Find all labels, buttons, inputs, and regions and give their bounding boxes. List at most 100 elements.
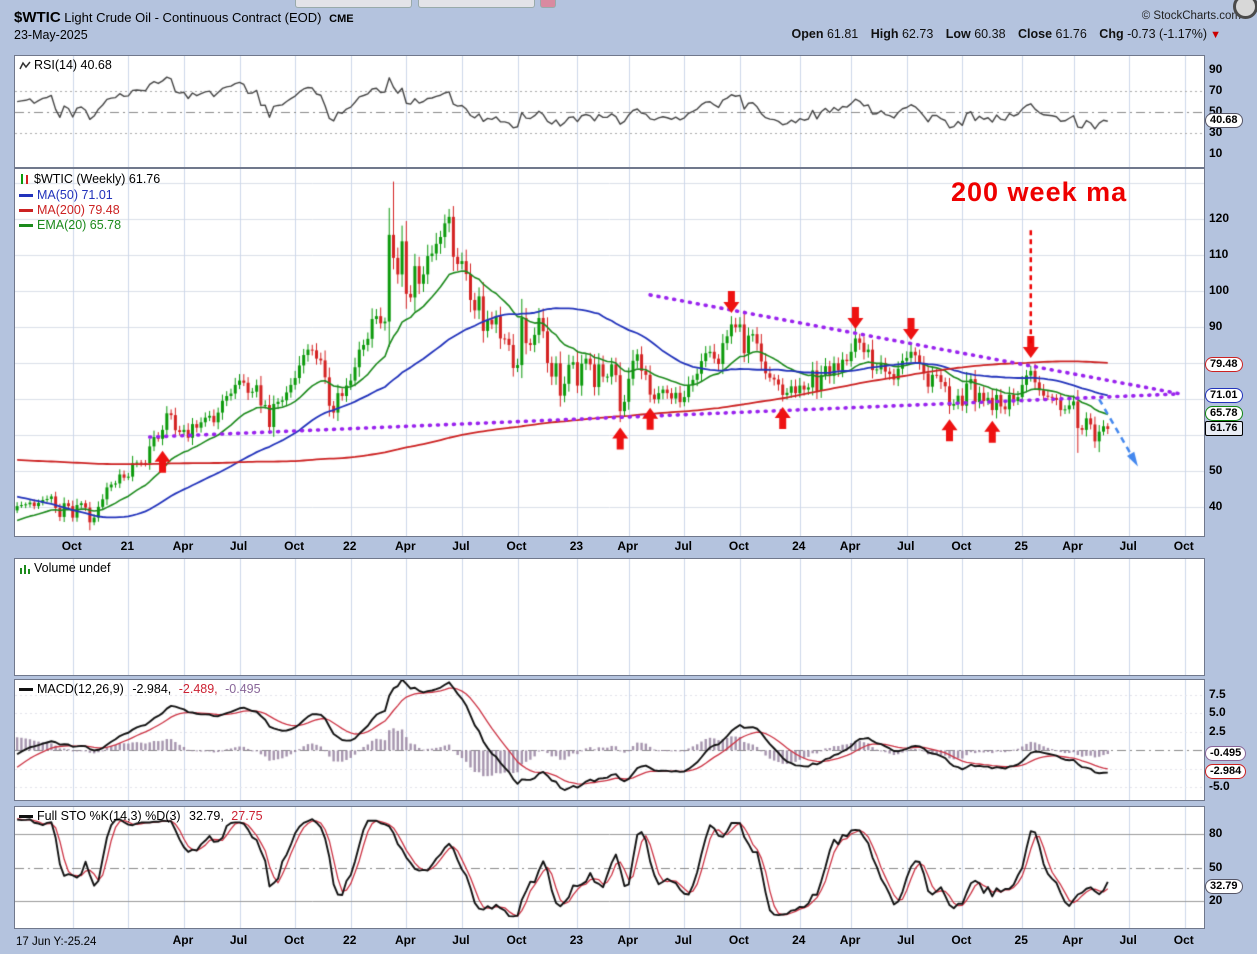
sto-line-icon [19,815,33,819]
x-axis-tick: Jul [897,539,915,553]
rsi-scale-label: 10 [1209,145,1223,160]
price-badge: 61.76 [1205,420,1243,436]
macd-value-3: -0.495 [225,682,261,696]
rsi-plot-canvas[interactable] [15,56,1204,167]
x-axis-tick: Apr [839,539,861,553]
x-axis-tick: Jul [1119,539,1137,553]
ma50-legend-text: MA(50) 71.01 [37,188,113,202]
chg-label: Chg [1099,27,1124,41]
sto-legend-text: Full STO %K(14,3) %D(3) [37,809,181,823]
x-axis-tick-bottom: Apr [839,933,861,947]
low-label: Low [945,27,971,41]
x-axis-tick: 21 [120,539,134,553]
x-axis-tick: 22 [343,539,357,553]
price-panel: $WTIC (Weekly) 61.76 MA(50) 71.01 MA(200… [14,168,1205,537]
volume-bars-icon [19,563,31,578]
ma200-line-icon [19,209,33,213]
sto-badge: 32.79 [1205,878,1243,894]
x-axis-tick-bottom: 23 [569,933,584,947]
macd-scale-label: -5.0 [1209,779,1230,794]
sto-scale-label: 50 [1209,859,1223,874]
macd-scale-label: 2.5 [1209,723,1226,738]
x-axis-tick-bottom: 25 [1014,933,1028,947]
chg-value: -0.73 (-1.17%) [1127,27,1207,41]
stochastics-plot-canvas[interactable] [15,807,1204,928]
x-axis-tick: Apr [1062,539,1083,553]
open-label: Open [791,27,824,41]
close-label: Close [1018,27,1053,41]
rsi-scale-label: 70 [1209,82,1223,97]
macd-scale-label: 5.0 [1209,705,1226,720]
x-axis-tick-bottom: Apr [172,933,194,947]
x-axis-tick: Oct [284,539,305,553]
high-value: 62.73 [901,27,934,41]
change-down-icon: ▼ [1210,29,1221,41]
price-scale-label: 110 [1209,247,1229,262]
ema20-legend: EMA(20) 65.78 [19,218,121,233]
exchange-label: CME [329,13,354,25]
browser-tab-remnant[interactable] [540,0,556,8]
price-plot-canvas[interactable] [15,169,1204,536]
browser-circle-icon[interactable] [1233,0,1257,19]
crosshair-readout: 17 Jun Y:-25.24 [16,936,97,948]
x-axis-tick: Oct [506,539,527,553]
x-axis-tick: Oct [1173,539,1194,553]
x-axis-tick: Jul [674,539,693,553]
macd-value-2: -2.489, [178,682,218,696]
macd-legend-text: MACD(12,26,9) [37,682,124,696]
quote-row: Open 61.81 High 62.73 Low 60.38 Close 61… [792,27,1207,41]
x-axis-tick: Oct [728,539,749,553]
x-axis-tick: 24 [792,539,806,553]
ema20-line-icon [19,224,33,228]
open-value: 61.81 [826,27,859,41]
close-value: 61.76 [1055,27,1087,41]
macd-badge: -0.495 [1205,746,1247,762]
price-scale-label: 120 [1209,211,1230,226]
x-axis-tick: Apr [394,539,416,553]
macd-panel: MACD(12,26,9) -2.984, -2.489, -0.495 [14,679,1205,801]
price-badge: 71.01 [1205,387,1243,403]
rsi-scale-label: 90 [1209,61,1223,76]
stochastics-panel: Full STO %K(14,3) %D(3) 32.79, 27.75 [14,806,1205,929]
x-axis-tick-bottom: Oct [728,933,749,947]
price-scale-label: 90 [1209,319,1223,334]
price-scale-label: 100 [1209,283,1230,298]
sto-value-k: 32.79, [189,809,224,823]
sto-scale-label: 80 [1209,826,1223,841]
x-axis-tick: Oct [61,539,82,553]
x-axis-tick-bottom: Jul [229,933,248,947]
price-legend-symbol-text: $WTIC (Weekly) 61.76 [34,172,161,186]
x-axis-tick-bottom: Jul [1119,933,1137,947]
browser-tab-remnant[interactable] [418,0,535,8]
x-axis-tick: 25 [1014,539,1028,553]
rsi-panel: RSI(14) 40.68 [14,55,1205,168]
x-axis-tick-bottom: Oct [284,933,305,947]
volume-plot-canvas[interactable] [15,559,1204,675]
x-axis-tick-bottom: Oct [951,933,972,947]
browser-tab-remnant[interactable] [295,0,412,8]
copyright: © StockCharts.com [1141,10,1241,22]
ma50-line-icon [19,194,33,198]
volume-panel: Volume undef [14,558,1205,676]
sto-scale-label: 20 [1209,892,1223,907]
x-axis-tick-bottom: 22 [343,933,357,947]
x-axis-tick: 23 [569,539,584,553]
high-label: High [870,27,899,41]
x-axis-tick-bottom: Jul [897,933,915,947]
macd-plot-canvas[interactable] [15,680,1204,800]
macd-badge: -2.984 [1205,764,1247,780]
x-axis-tick-bottom: Jul [452,933,470,947]
price-scale-label: 50 [1209,463,1223,478]
indicator-squiggle-icon [19,60,31,75]
volume-legend-text: Volume undef [34,561,111,575]
low-value: 60.38 [974,27,1006,41]
price-legend-symbol: $WTIC (Weekly) 61.76 [19,172,160,189]
x-axis-tick-bottom: Apr [1062,933,1083,947]
x-axis-tick-bottom: Oct [506,933,527,947]
x-axis-tick: Jul [452,539,470,553]
x-axis-tick: Apr [172,539,194,553]
x-axis-tick-bottom: Apr [617,933,639,947]
ma200-legend: MA(200) 79.48 [19,203,120,218]
macd-legend: MACD(12,26,9) -2.984, -2.489, -0.495 [19,682,261,697]
